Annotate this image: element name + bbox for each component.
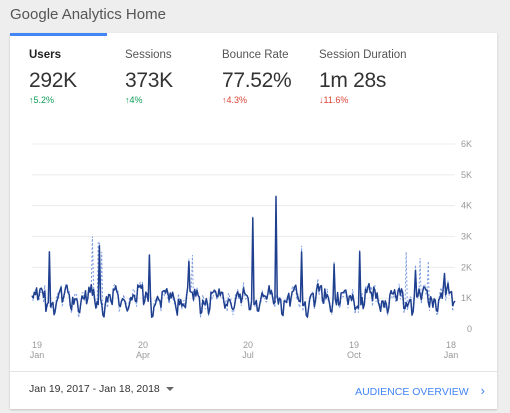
x-tick-month: Jan [30,350,45,360]
series-line-users [31,195,456,318]
arrow-up-icon: ↑ [125,95,130,105]
y-tick-label: 2K [461,262,472,272]
metric-label: Users [29,49,61,61]
x-tick-month: Apr [136,350,150,360]
x-tick-day: 19 [32,340,42,350]
arrow-down-icon: ↓ [319,95,324,105]
y-tick-label: 4K [461,201,472,211]
x-tick-month: Oct [347,350,362,360]
audience-overview-link[interactable]: AUDIENCE OVERVIEW › [355,383,485,398]
x-tick-day: 18 [446,340,456,350]
metric-change: ↑4% [125,95,143,105]
metric-bounce-rate[interactable]: Bounce Rate 77.52% ↑4.3% [222,49,292,105]
y-tick-label: 0 [467,324,472,334]
metric-change: ↑5.2% [29,95,55,105]
x-tick-day: 20 [243,340,253,350]
x-tick-month: Jul [242,350,254,360]
audience-overview-label: AUDIENCE OVERVIEW [355,386,469,398]
y-tick-label: 5K [461,170,472,180]
y-tick-label: 6K [461,139,472,149]
metric-label: Session Duration [319,49,407,61]
x-tick-month: Jan [444,350,459,360]
metric-value: 373K [125,69,173,92]
y-tick-label: 3K [461,232,472,242]
active-tab-indicator [10,33,107,36]
x-tick-day: 20 [138,340,148,350]
analytics-card: Users 292K ↑5.2% Sessions 373K ↑4% Bounc… [10,33,497,409]
card-footer: Jan 19, 2017 - Jan 18, 2018 AUDIENCE OVE… [10,371,497,409]
date-range-label: Jan 19, 2017 - Jan 18, 2018 [29,383,160,395]
date-range-selector[interactable]: Jan 19, 2017 - Jan 18, 2018 [29,383,174,395]
x-tick-day: 19 [349,340,359,350]
metric-change: ↑4.3% [222,95,248,105]
metric-sessions[interactable]: Sessions 373K ↑4% [125,49,173,105]
chevron-right-icon: › [480,383,485,398]
page-title: Google Analytics Home [10,6,166,23]
metric-change: ↓11.6% [319,95,349,105]
metric-value: 77.52% [222,69,292,92]
metric-label: Bounce Rate [222,49,289,61]
metric-value: 1m 28s [319,69,387,92]
metric-value: 292K [29,69,77,92]
arrow-up-icon: ↑ [29,95,34,105]
metric-label: Sessions [125,49,172,61]
y-tick-label: 1K [461,293,472,303]
metric-users[interactable]: Users 292K ↑5.2% [29,49,77,105]
caret-down-icon [165,387,174,392]
metric-session-duration[interactable]: Session Duration 1m 28s ↓11.6% [319,49,407,105]
arrow-up-icon: ↑ [222,95,227,105]
